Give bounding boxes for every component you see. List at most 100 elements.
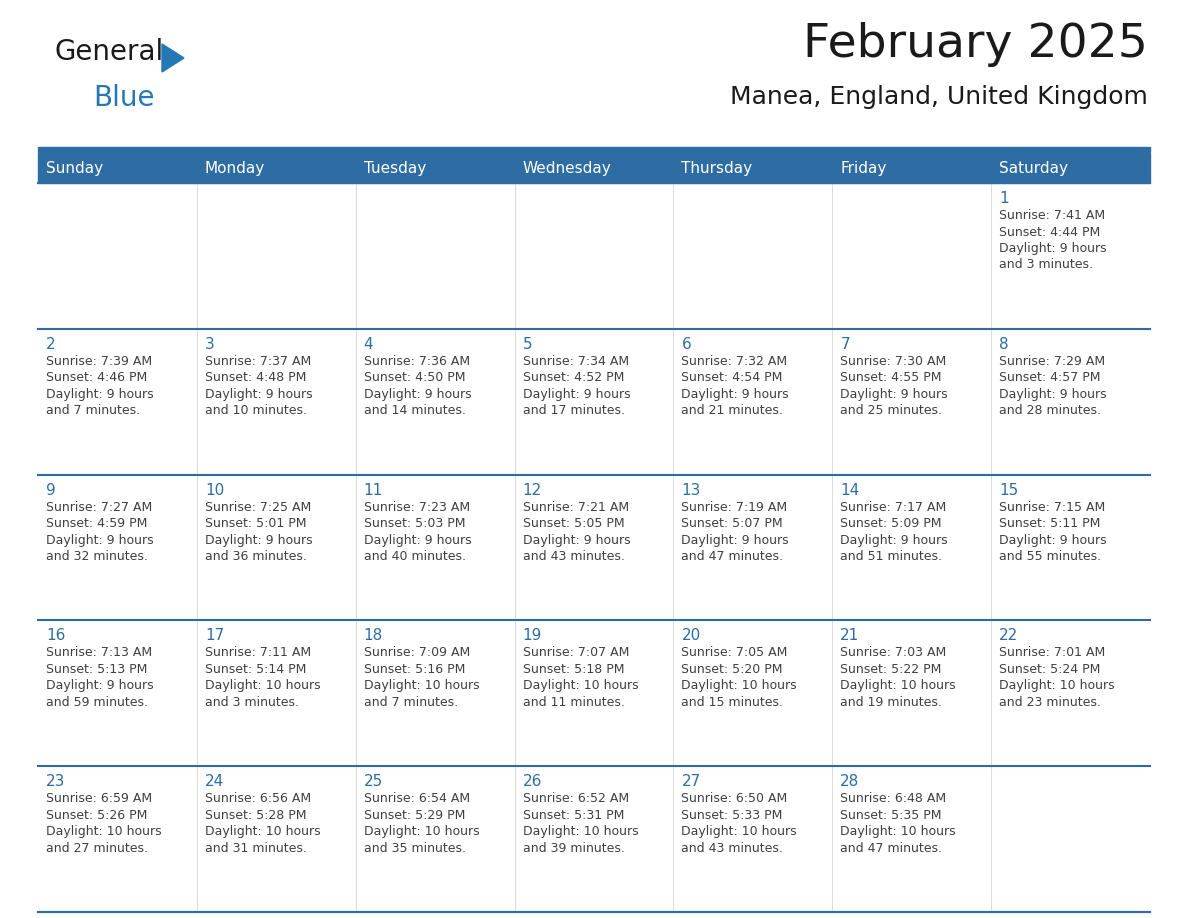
- Text: 21: 21: [840, 629, 860, 644]
- Bar: [674, 767, 833, 912]
- Text: 4: 4: [364, 337, 373, 352]
- Bar: [38, 621, 197, 767]
- Text: 2: 2: [46, 337, 56, 352]
- Text: Sunrise: 7:36 AM
Sunset: 4:50 PM
Daylight: 9 hours
and 14 minutes.: Sunrise: 7:36 AM Sunset: 4:50 PM Dayligh…: [364, 354, 472, 418]
- Bar: [197, 183, 355, 329]
- Bar: [355, 329, 514, 475]
- Text: 20: 20: [682, 629, 701, 644]
- Text: Sunrise: 7:32 AM
Sunset: 4:54 PM
Daylight: 9 hours
and 21 minutes.: Sunrise: 7:32 AM Sunset: 4:54 PM Dayligh…: [682, 354, 789, 418]
- Text: Sunrise: 6:48 AM
Sunset: 5:35 PM
Daylight: 10 hours
and 47 minutes.: Sunrise: 6:48 AM Sunset: 5:35 PM Dayligh…: [840, 792, 956, 855]
- Text: Sunrise: 7:27 AM
Sunset: 4:59 PM
Daylight: 9 hours
and 32 minutes.: Sunrise: 7:27 AM Sunset: 4:59 PM Dayligh…: [46, 500, 153, 563]
- Bar: [355, 475, 514, 621]
- Text: 7: 7: [840, 337, 849, 352]
- Bar: [991, 621, 1150, 767]
- Text: Sunrise: 7:11 AM
Sunset: 5:14 PM
Daylight: 10 hours
and 3 minutes.: Sunrise: 7:11 AM Sunset: 5:14 PM Dayligh…: [204, 646, 321, 709]
- Text: Sunrise: 7:23 AM
Sunset: 5:03 PM
Daylight: 9 hours
and 40 minutes.: Sunrise: 7:23 AM Sunset: 5:03 PM Dayligh…: [364, 500, 472, 563]
- Bar: [674, 621, 833, 767]
- Text: Sunrise: 7:15 AM
Sunset: 5:11 PM
Daylight: 9 hours
and 55 minutes.: Sunrise: 7:15 AM Sunset: 5:11 PM Dayligh…: [999, 500, 1107, 563]
- Text: Sunrise: 7:21 AM
Sunset: 5:05 PM
Daylight: 9 hours
and 43 minutes.: Sunrise: 7:21 AM Sunset: 5:05 PM Dayligh…: [523, 500, 630, 563]
- Bar: [38, 147, 1150, 152]
- Text: 1: 1: [999, 191, 1009, 206]
- Text: 17: 17: [204, 629, 225, 644]
- Text: Sunrise: 6:52 AM
Sunset: 5:31 PM
Daylight: 10 hours
and 39 minutes.: Sunrise: 6:52 AM Sunset: 5:31 PM Dayligh…: [523, 792, 638, 855]
- Bar: [38, 475, 197, 621]
- Text: 19: 19: [523, 629, 542, 644]
- Bar: [514, 475, 674, 621]
- Bar: [355, 183, 514, 329]
- Text: 25: 25: [364, 774, 383, 789]
- Text: Sunrise: 7:07 AM
Sunset: 5:18 PM
Daylight: 10 hours
and 11 minutes.: Sunrise: 7:07 AM Sunset: 5:18 PM Dayligh…: [523, 646, 638, 709]
- Bar: [833, 621, 991, 767]
- Bar: [514, 183, 674, 329]
- Text: Sunrise: 7:41 AM
Sunset: 4:44 PM
Daylight: 9 hours
and 3 minutes.: Sunrise: 7:41 AM Sunset: 4:44 PM Dayligh…: [999, 209, 1107, 272]
- Bar: [197, 621, 355, 767]
- Bar: [38, 183, 197, 329]
- Text: Wednesday: Wednesday: [523, 161, 612, 175]
- Text: Saturday: Saturday: [999, 161, 1068, 175]
- Text: 8: 8: [999, 337, 1009, 352]
- Bar: [38, 329, 197, 475]
- Bar: [674, 183, 833, 329]
- Bar: [833, 183, 991, 329]
- Text: 22: 22: [999, 629, 1018, 644]
- Text: Sunrise: 7:19 AM
Sunset: 5:07 PM
Daylight: 9 hours
and 47 minutes.: Sunrise: 7:19 AM Sunset: 5:07 PM Dayligh…: [682, 500, 789, 563]
- Text: Sunrise: 6:50 AM
Sunset: 5:33 PM
Daylight: 10 hours
and 43 minutes.: Sunrise: 6:50 AM Sunset: 5:33 PM Dayligh…: [682, 792, 797, 855]
- Bar: [833, 329, 991, 475]
- Text: 16: 16: [46, 629, 65, 644]
- Text: Thursday: Thursday: [682, 161, 752, 175]
- Text: 14: 14: [840, 483, 860, 498]
- Text: Sunrise: 7:09 AM
Sunset: 5:16 PM
Daylight: 10 hours
and 7 minutes.: Sunrise: 7:09 AM Sunset: 5:16 PM Dayligh…: [364, 646, 479, 709]
- Bar: [833, 475, 991, 621]
- Text: Tuesday: Tuesday: [364, 161, 426, 175]
- Text: 28: 28: [840, 774, 860, 789]
- Text: 26: 26: [523, 774, 542, 789]
- Text: General: General: [55, 38, 164, 66]
- Bar: [514, 767, 674, 912]
- Text: Sunrise: 7:03 AM
Sunset: 5:22 PM
Daylight: 10 hours
and 19 minutes.: Sunrise: 7:03 AM Sunset: 5:22 PM Dayligh…: [840, 646, 956, 709]
- Bar: [355, 621, 514, 767]
- Text: 5: 5: [523, 337, 532, 352]
- Bar: [991, 767, 1150, 912]
- Bar: [833, 767, 991, 912]
- Text: Sunrise: 7:01 AM
Sunset: 5:24 PM
Daylight: 10 hours
and 23 minutes.: Sunrise: 7:01 AM Sunset: 5:24 PM Dayligh…: [999, 646, 1114, 709]
- Text: Sunrise: 7:29 AM
Sunset: 4:57 PM
Daylight: 9 hours
and 28 minutes.: Sunrise: 7:29 AM Sunset: 4:57 PM Dayligh…: [999, 354, 1107, 418]
- Text: Sunrise: 6:54 AM
Sunset: 5:29 PM
Daylight: 10 hours
and 35 minutes.: Sunrise: 6:54 AM Sunset: 5:29 PM Dayligh…: [364, 792, 479, 855]
- Text: Manea, England, United Kingdom: Manea, England, United Kingdom: [731, 85, 1148, 109]
- Bar: [514, 621, 674, 767]
- Text: 13: 13: [682, 483, 701, 498]
- Text: 9: 9: [46, 483, 56, 498]
- Text: Sunday: Sunday: [46, 161, 103, 175]
- Text: 18: 18: [364, 629, 383, 644]
- Bar: [38, 153, 1150, 183]
- Text: 12: 12: [523, 483, 542, 498]
- Text: 23: 23: [46, 774, 65, 789]
- Text: Sunrise: 7:30 AM
Sunset: 4:55 PM
Daylight: 9 hours
and 25 minutes.: Sunrise: 7:30 AM Sunset: 4:55 PM Dayligh…: [840, 354, 948, 418]
- Text: Friday: Friday: [840, 161, 886, 175]
- Text: 6: 6: [682, 337, 691, 352]
- Text: Sunrise: 7:34 AM
Sunset: 4:52 PM
Daylight: 9 hours
and 17 minutes.: Sunrise: 7:34 AM Sunset: 4:52 PM Dayligh…: [523, 354, 630, 418]
- Bar: [197, 475, 355, 621]
- Text: 15: 15: [999, 483, 1018, 498]
- Bar: [197, 329, 355, 475]
- Bar: [355, 767, 514, 912]
- Text: Sunrise: 7:25 AM
Sunset: 5:01 PM
Daylight: 9 hours
and 36 minutes.: Sunrise: 7:25 AM Sunset: 5:01 PM Dayligh…: [204, 500, 312, 563]
- Text: Sunrise: 7:05 AM
Sunset: 5:20 PM
Daylight: 10 hours
and 15 minutes.: Sunrise: 7:05 AM Sunset: 5:20 PM Dayligh…: [682, 646, 797, 709]
- Bar: [38, 767, 197, 912]
- Text: 24: 24: [204, 774, 225, 789]
- Text: 3: 3: [204, 337, 215, 352]
- Bar: [674, 475, 833, 621]
- Text: Sunrise: 7:39 AM
Sunset: 4:46 PM
Daylight: 9 hours
and 7 minutes.: Sunrise: 7:39 AM Sunset: 4:46 PM Dayligh…: [46, 354, 153, 418]
- Bar: [991, 475, 1150, 621]
- Text: 10: 10: [204, 483, 225, 498]
- Text: Sunrise: 6:59 AM
Sunset: 5:26 PM
Daylight: 10 hours
and 27 minutes.: Sunrise: 6:59 AM Sunset: 5:26 PM Dayligh…: [46, 792, 162, 855]
- Bar: [197, 767, 355, 912]
- Text: 27: 27: [682, 774, 701, 789]
- Bar: [991, 329, 1150, 475]
- Text: 11: 11: [364, 483, 383, 498]
- Text: February 2025: February 2025: [803, 22, 1148, 67]
- Bar: [514, 329, 674, 475]
- Text: Sunrise: 7:37 AM
Sunset: 4:48 PM
Daylight: 9 hours
and 10 minutes.: Sunrise: 7:37 AM Sunset: 4:48 PM Dayligh…: [204, 354, 312, 418]
- Text: Blue: Blue: [93, 84, 154, 112]
- Text: Sunrise: 7:17 AM
Sunset: 5:09 PM
Daylight: 9 hours
and 51 minutes.: Sunrise: 7:17 AM Sunset: 5:09 PM Dayligh…: [840, 500, 948, 563]
- Polygon shape: [162, 44, 184, 72]
